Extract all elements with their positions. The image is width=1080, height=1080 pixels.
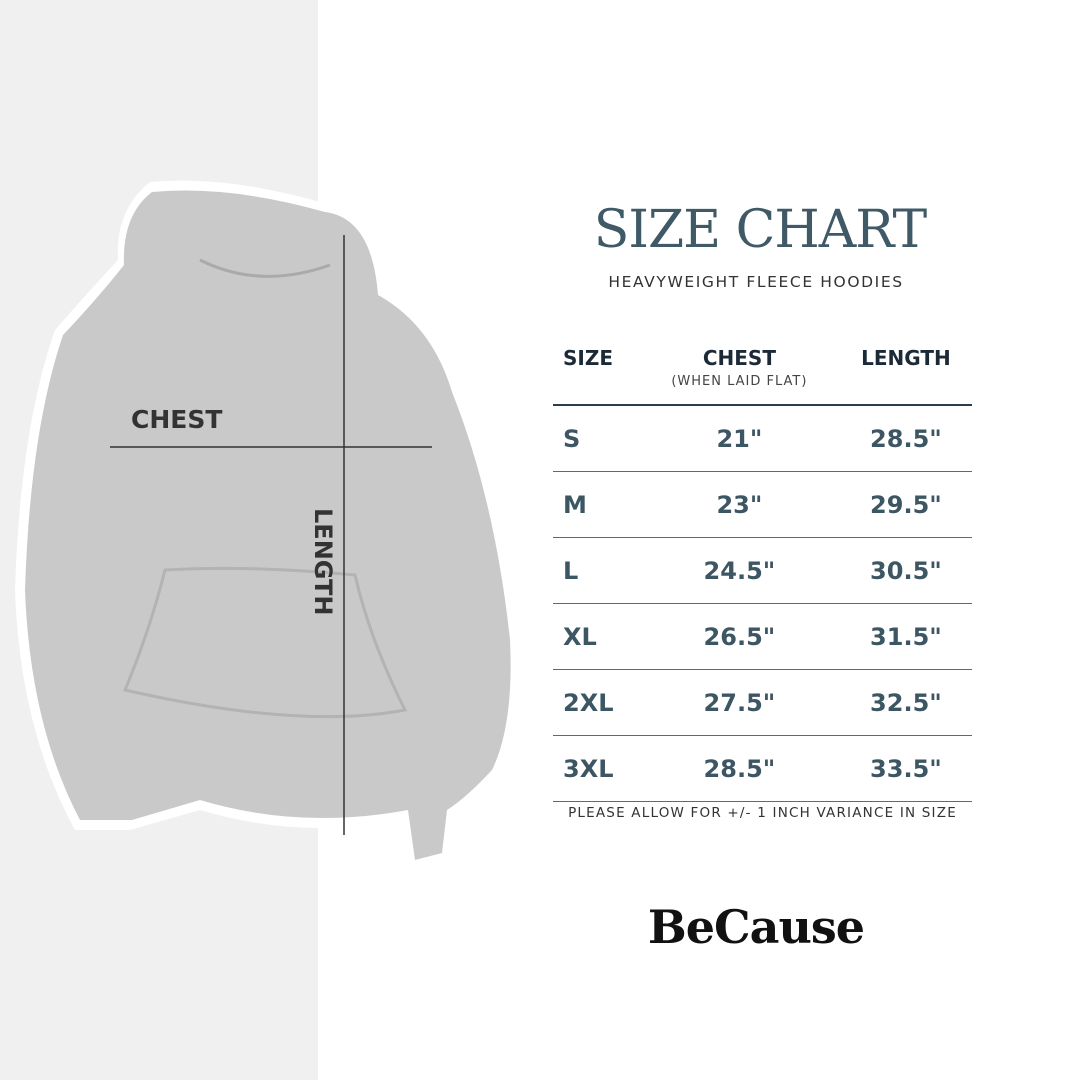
hoodie-pocket bbox=[122, 566, 408, 719]
col-length: LENGTH bbox=[861, 346, 951, 370]
page-subtitle: HEAVYWEIGHT FLEECE HOODIES bbox=[608, 273, 904, 291]
size-table: SIZE CHEST (WHEN LAID FLAT) LENGTH S 21" 28… bbox=[553, 340, 972, 802]
table-row: 2XL 27.5" 32.5" bbox=[553, 669, 972, 736]
chest-cell: 24.5" bbox=[639, 537, 840, 604]
size-cell: S bbox=[553, 405, 639, 472]
size-cell: L bbox=[553, 537, 639, 604]
page-title: SIZE CHART bbox=[593, 200, 927, 260]
col-size: SIZE bbox=[563, 346, 614, 370]
size-cell: 2XL bbox=[553, 669, 639, 736]
length-cell: 32.5" bbox=[839, 669, 972, 736]
chest-cell: 27.5" bbox=[639, 669, 840, 736]
chest-cell: 26.5" bbox=[639, 603, 840, 670]
size-cell: XL bbox=[553, 603, 639, 670]
size-cell: 3XL bbox=[553, 735, 639, 802]
length-cell: 33.5" bbox=[839, 735, 972, 802]
hoodie-image bbox=[15, 180, 521, 871]
variance-footnote: PLEASE ALLOW FOR +/- 1 INCH VARIANCE IN … bbox=[568, 805, 957, 821]
col-chest-label: CHEST bbox=[702, 346, 776, 370]
length-cell: 30.5" bbox=[839, 537, 972, 604]
length-cell: 28.5" bbox=[839, 405, 972, 472]
length-label: LENGTH bbox=[309, 508, 337, 616]
hood-opening bbox=[199, 258, 331, 278]
hoodie-body bbox=[25, 190, 511, 860]
table-header-row: SIZE CHEST (WHEN LAID FLAT) LENGTH bbox=[553, 340, 972, 405]
size-cell: M bbox=[553, 471, 639, 538]
table-row: 3XL 28.5" 33.5" bbox=[553, 735, 972, 802]
col-chest: CHEST (WHEN LAID FLAT) bbox=[639, 340, 840, 405]
chest-cell: 23" bbox=[639, 471, 840, 538]
brand-logo: BeCause bbox=[647, 900, 865, 954]
col-chest-note: (WHEN LAID FLAT) bbox=[671, 374, 808, 389]
table-row: L 24.5" 30.5" bbox=[553, 537, 972, 604]
chest-label: CHEST bbox=[131, 405, 223, 434]
table-row: XL 26.5" 31.5" bbox=[553, 603, 972, 670]
length-cell: 29.5" bbox=[839, 471, 972, 538]
table-row: M 23" 29.5" bbox=[553, 471, 972, 538]
length-cell: 31.5" bbox=[839, 603, 972, 670]
chest-cell: 28.5" bbox=[639, 735, 840, 802]
chest-cell: 21" bbox=[639, 405, 840, 472]
table-row: S 21" 28.5" bbox=[553, 405, 972, 472]
